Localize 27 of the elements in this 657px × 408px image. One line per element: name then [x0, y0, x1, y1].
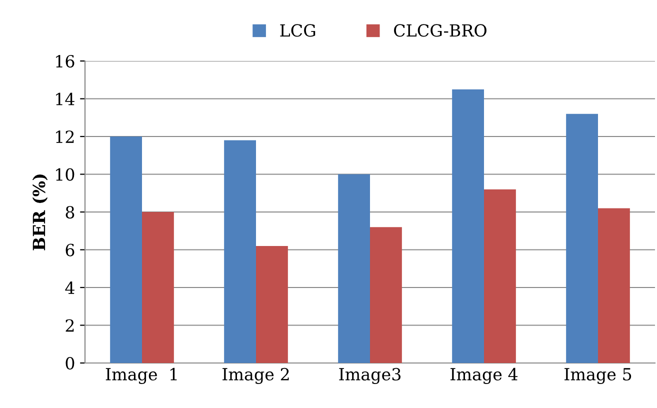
x-tick-label: Image3	[339, 368, 400, 384]
legend-label: CLCG-BRO	[394, 24, 486, 37]
bar	[598, 208, 630, 363]
y-tick-label: 6	[66, 244, 74, 256]
bar	[338, 174, 370, 363]
x-tick-label: Image 2	[222, 368, 289, 384]
bar	[110, 136, 142, 363]
y-tick-label: 4	[65, 281, 74, 294]
x-tick-label: Image 4	[450, 368, 518, 384]
x-tick-label: Image 1	[106, 368, 177, 384]
x-tick-label: Image 5	[564, 368, 632, 384]
y-tick-label: 14	[56, 92, 74, 106]
y-tick-label: 16	[56, 54, 74, 68]
y-tick-label: 8	[66, 206, 74, 219]
bar	[370, 227, 402, 363]
y-tick-label: 2	[66, 319, 74, 332]
y-tick-label: 10	[56, 168, 74, 181]
y-tick-label: 12	[56, 130, 74, 143]
y-axis-title: BER (%)	[32, 174, 48, 250]
bar	[566, 114, 598, 363]
bar	[142, 212, 174, 363]
bar	[452, 89, 484, 363]
bar	[256, 246, 288, 363]
legend-label: LCG	[280, 24, 316, 37]
y-tick-label: 0	[66, 356, 74, 370]
bar	[224, 140, 256, 363]
bar	[484, 189, 516, 363]
